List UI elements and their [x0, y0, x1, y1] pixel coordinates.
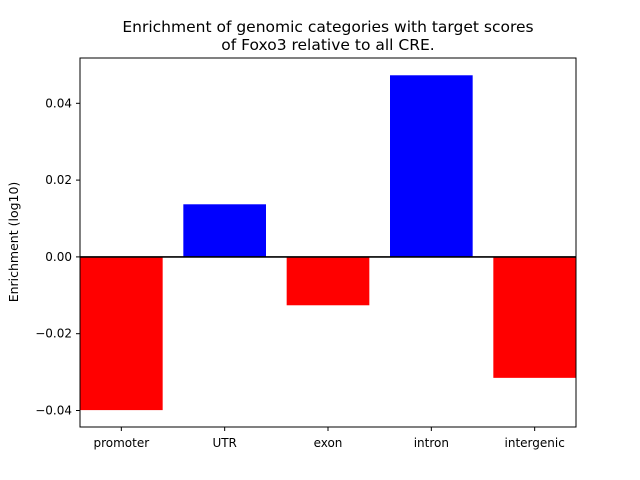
bar-promoter [80, 256, 163, 411]
chart-title-line-1: Enrichment of genomic categories with ta… [122, 18, 533, 36]
bar-intergenic [493, 256, 576, 378]
bars-group [80, 75, 576, 411]
ticks-group: promoter UTR exon intron intergenic −0.04 −0.0… [35, 96, 565, 450]
x-tick-label: intergenic [505, 436, 565, 450]
y-axis-label: Enrichment (log10) [6, 182, 21, 303]
chart-title-line-2: of Foxo3 relative to all CRE. [221, 36, 434, 54]
y-tick-label: 0.00 [45, 250, 72, 264]
y-tick-label: −0.02 [35, 327, 72, 341]
x-tick-label: intron [414, 436, 449, 450]
x-tick-label: promoter [93, 436, 149, 450]
y-tick-label: 0.02 [45, 173, 72, 187]
bar-exon [286, 256, 370, 306]
bar-intron [390, 75, 473, 257]
y-tick-label: 0.04 [45, 96, 72, 110]
x-tick-label: exon [314, 436, 343, 450]
plot-frame [79, 57, 577, 428]
x-tick-label: UTR [212, 436, 236, 450]
bar-UTR [183, 204, 266, 257]
y-tick-label: −0.04 [35, 403, 72, 417]
